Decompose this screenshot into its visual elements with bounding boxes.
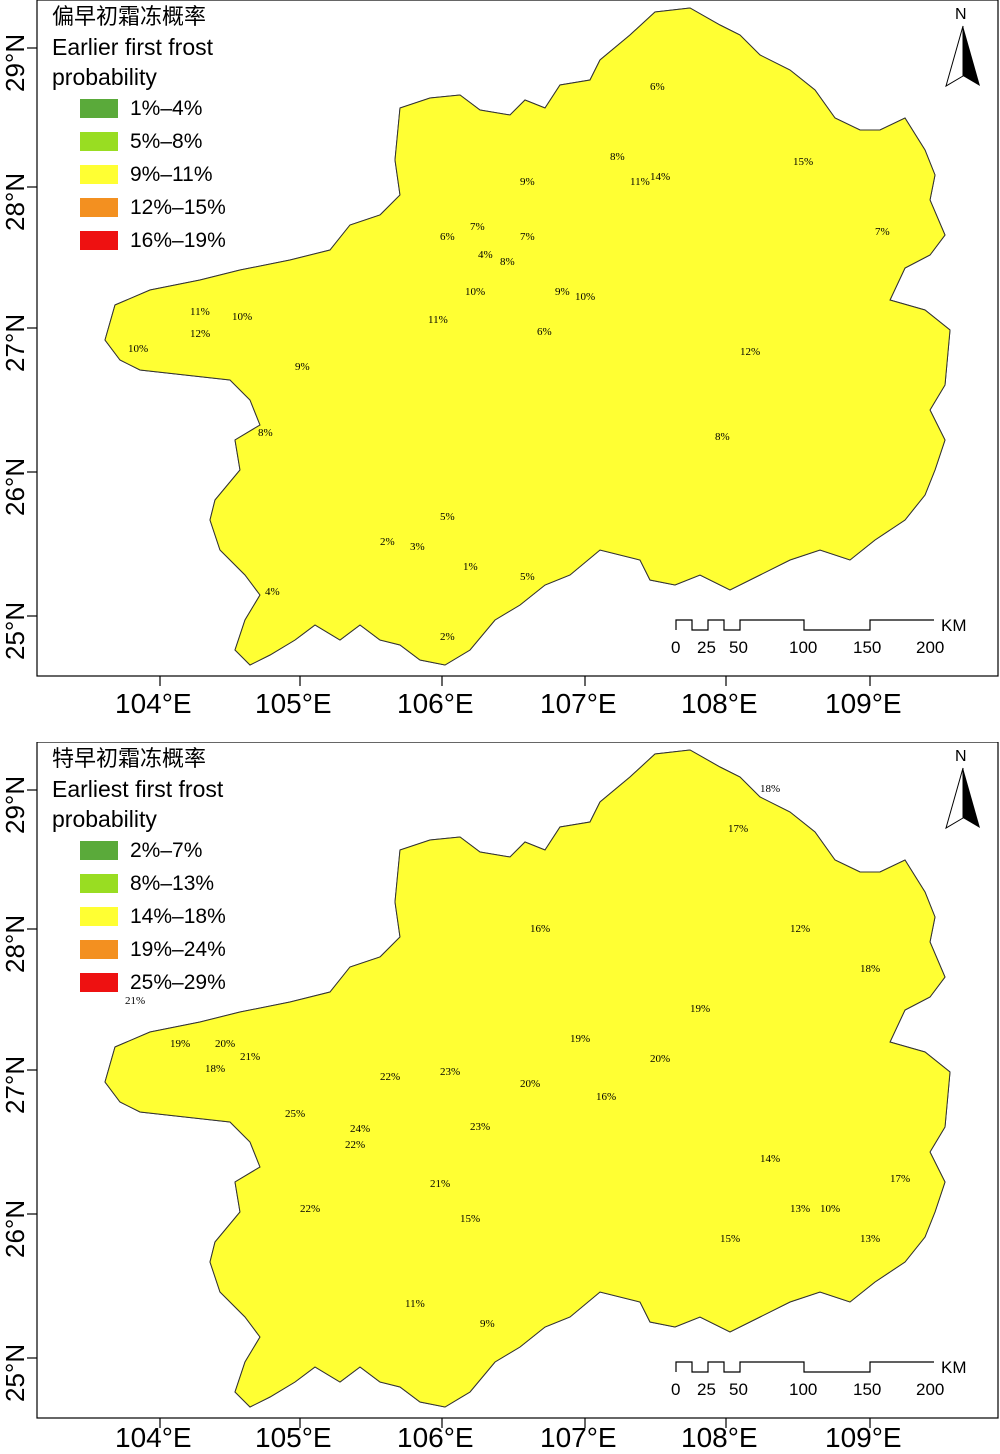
scale-tick: 100 — [789, 638, 818, 657]
lon-label: 105°E — [255, 688, 332, 719]
scale-tick: 25 — [697, 638, 716, 657]
legend-item: 16%–19% — [80, 224, 226, 257]
lon-label: 106°E — [397, 1422, 474, 1453]
legend-item: 5%–8% — [80, 125, 226, 158]
lat-label: 25°N — [0, 601, 30, 660]
legend-label: 8%–13% — [130, 871, 215, 895]
legend: 偏早初霜冻概率 Earlier first frost probability … — [52, 4, 226, 257]
legend-item: 1%–4% — [80, 92, 226, 125]
lat-label: 29°N — [0, 775, 30, 834]
lon-label: 106°E — [397, 688, 474, 719]
lon-label: 109°E — [825, 688, 902, 719]
lat-label: 29°N — [0, 33, 30, 92]
legend-swatch — [80, 231, 118, 250]
scale-tick: 50 — [729, 638, 748, 657]
legend-label: 14%–18% — [130, 904, 226, 928]
legend-item: 14%–18% — [80, 900, 226, 933]
lon-label: 105°E — [255, 1422, 332, 1453]
scale-tick: 100 — [789, 1380, 818, 1399]
legend-item: 2%–7% — [80, 834, 226, 867]
north-label: N — [955, 748, 967, 765]
lat-label: 26°N — [0, 457, 30, 516]
scale-tick: 200 — [916, 1380, 945, 1399]
legend-swatch — [80, 165, 118, 184]
scale-tick: 200 — [916, 638, 945, 657]
axis-ticks — [27, 47, 871, 686]
scale-unit: KM — [941, 616, 967, 635]
earliest-frost-map-panel: 特早初霜冻概率 Earliest first frost probability… — [0, 742, 1000, 1453]
legend-swatch — [80, 940, 118, 959]
lon-label: 108°E — [681, 1422, 758, 1453]
legend-title-cn: 特早初霜冻概率 — [52, 747, 207, 772]
scale-tick: 0 — [671, 638, 681, 657]
lon-label: 107°E — [540, 688, 617, 719]
legend-item: 12%–15% — [80, 191, 226, 224]
scale-tick: 150 — [853, 638, 882, 657]
scale-tick: 0 — [671, 1380, 681, 1399]
lat-label: 26°N — [0, 1199, 30, 1258]
legend-label: 25%–29% — [130, 970, 226, 994]
legend-label: 19%–24% — [130, 937, 226, 961]
legend-label: 12%–15% — [130, 195, 226, 219]
lon-label: 104°E — [115, 1422, 192, 1453]
north-label: N — [955, 6, 967, 23]
lat-label: 27°N — [0, 313, 30, 372]
scale-bar — [675, 619, 934, 631]
legend-swatch — [80, 99, 118, 118]
legend-title-en-2: probability — [52, 64, 157, 90]
legend-item: 9%–11% — [80, 158, 226, 191]
lon-label: 109°E — [825, 1422, 902, 1453]
legend-label: 2%–7% — [130, 838, 203, 862]
legend-item: 8%–13% — [80, 867, 226, 900]
lon-label: 104°E — [115, 688, 192, 719]
earlier-frost-map — [27, 0, 999, 686]
legend: 特早初霜冻概率 Earliest first frost probability… — [52, 746, 226, 999]
lat-label: 28°N — [0, 914, 30, 973]
scale-bar — [675, 1361, 934, 1373]
legend-label: 1%–4% — [130, 96, 203, 120]
scale-unit: KM — [941, 1358, 967, 1377]
scale-tick: 25 — [697, 1380, 716, 1399]
lat-label: 28°N — [0, 172, 30, 231]
legend-label: 16%–19% — [130, 228, 226, 252]
legend-swatch — [80, 874, 118, 893]
legend-swatch — [80, 198, 118, 217]
legend-label: 5%–8% — [130, 129, 203, 153]
lat-label: 27°N — [0, 1055, 30, 1114]
lon-label: 107°E — [540, 1422, 617, 1453]
legend-item: 25%–29% — [80, 966, 226, 999]
legend-swatch — [80, 841, 118, 860]
earlier-frost-map-panel: 偏早初霜冻概率 Earlier first frost probability … — [0, 0, 1000, 726]
earliest-frost-map — [27, 742, 999, 1428]
scale-tick: 50 — [729, 1380, 748, 1399]
scale-tick: 150 — [853, 1380, 882, 1399]
north-arrow-icon — [945, 767, 980, 830]
legend-title-cn: 偏早初霜冻概率 — [52, 5, 207, 30]
lon-label: 108°E — [681, 688, 758, 719]
axis-ticks — [27, 789, 871, 1428]
north-arrow-icon — [945, 25, 980, 88]
legend-title-en-2: probability — [52, 806, 157, 832]
legend-title-en: Earliest first frost — [52, 776, 224, 802]
legend-swatch — [80, 132, 118, 151]
legend-swatch — [80, 907, 118, 926]
legend-title-en: Earlier first frost — [52, 34, 214, 60]
legend-label: 9%–11% — [130, 162, 213, 186]
legend-swatch — [80, 973, 118, 992]
legend-item: 19%–24% — [80, 933, 226, 966]
lat-label: 25°N — [0, 1343, 30, 1402]
